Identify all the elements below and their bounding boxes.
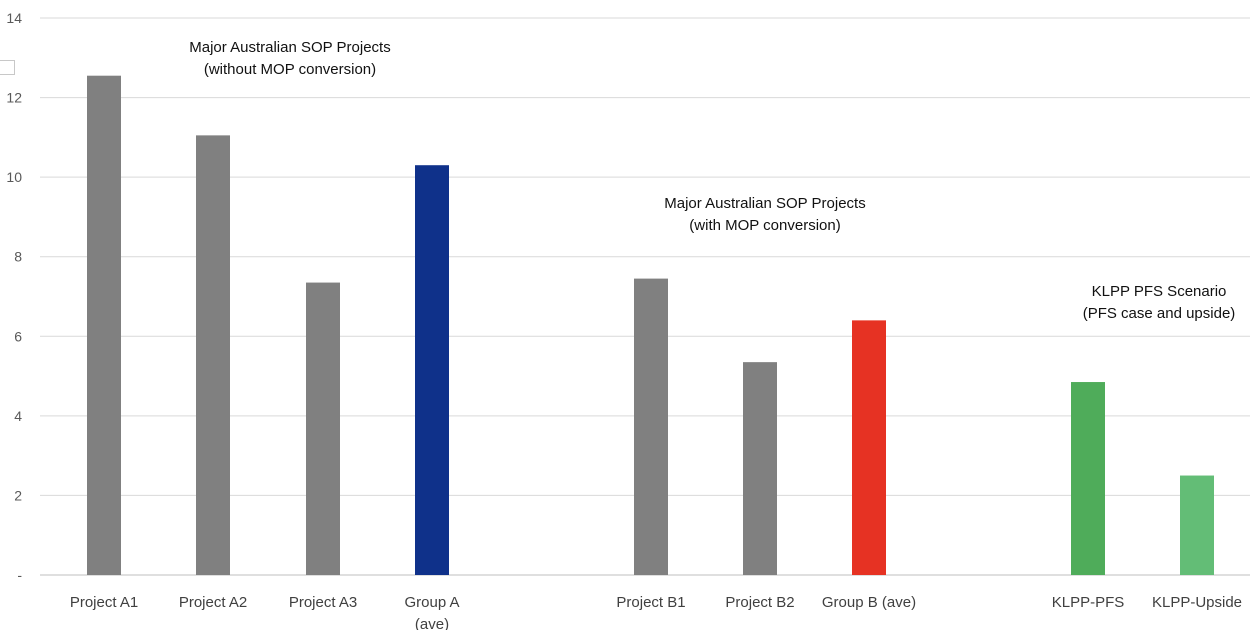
annotation-a: Major Australian SOP Projects (without MO… bbox=[189, 39, 390, 78]
bar-project-a1 bbox=[87, 75, 121, 576]
x-tick-label: KLPP-Upside bbox=[1152, 594, 1242, 611]
bar-klpp-upside bbox=[1180, 475, 1214, 575]
y-tick-label: - bbox=[17, 567, 22, 583]
x-tick-label: Project A3 bbox=[289, 594, 357, 611]
x-tick-label: Project B1 bbox=[616, 594, 685, 611]
bar-project-b2 bbox=[743, 362, 777, 575]
bar-group-b-ave bbox=[852, 320, 886, 575]
x-tick-label: Project A2 bbox=[179, 594, 247, 611]
y-axis-ticks: - 2 4 6 8 10 12 14 bbox=[6, 10, 22, 583]
y-tick-label: 8 bbox=[14, 249, 22, 265]
bar-group-a-ave bbox=[415, 165, 449, 575]
x-axis-ticks: Project A1 Project A2 Project A3 Group A (av… bbox=[70, 594, 1242, 630]
x-tick-label: Group B (ave) bbox=[822, 594, 916, 611]
annotation-b: Major Australian SOP Projects (with MOP c… bbox=[664, 195, 865, 234]
annotations: Major Australian SOP Projects (without MO… bbox=[189, 39, 1235, 322]
legend-stub bbox=[0, 60, 15, 75]
x-tick-label: Project A1 bbox=[70, 594, 138, 611]
bars bbox=[87, 75, 1214, 576]
x-tick-label: KLPP-PFS bbox=[1052, 594, 1125, 611]
y-tick-label: 2 bbox=[14, 487, 22, 503]
bar-klpp-pfs bbox=[1071, 382, 1105, 575]
bar-project-a3 bbox=[306, 282, 340, 575]
y-tick-label: 12 bbox=[6, 90, 22, 106]
y-tick-label: 10 bbox=[6, 169, 22, 185]
bar-project-b1 bbox=[634, 278, 668, 575]
y-tick-label: 6 bbox=[14, 328, 22, 344]
annotation-klpp: KLPP PFS Scenario (PFS case and upside) bbox=[1083, 283, 1236, 322]
x-tick-label: Group A (ave) bbox=[404, 594, 459, 630]
bar-project-a2 bbox=[196, 135, 230, 575]
x-tick-label: Project B2 bbox=[725, 594, 794, 611]
y-tick-label: 14 bbox=[6, 10, 22, 26]
y-tick-label: 4 bbox=[14, 408, 22, 424]
